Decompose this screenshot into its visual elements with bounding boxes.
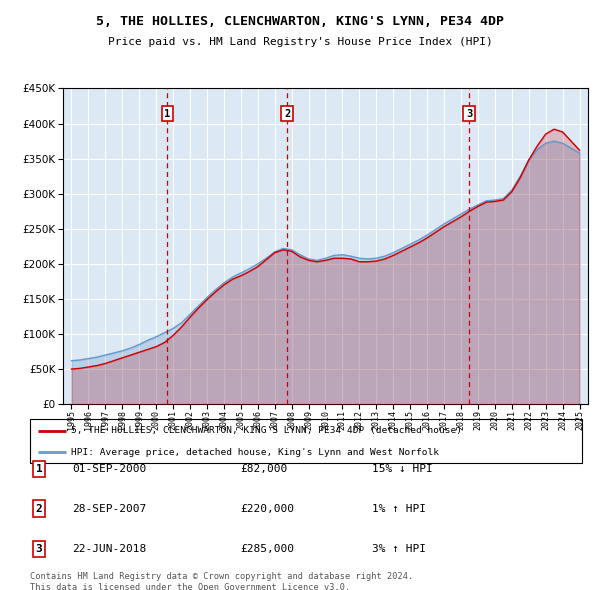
Text: 3: 3 bbox=[466, 109, 472, 119]
Text: 5, THE HOLLIES, CLENCHWARTON, KING'S LYNN, PE34 4DP: 5, THE HOLLIES, CLENCHWARTON, KING'S LYN… bbox=[96, 15, 504, 28]
Text: 01-SEP-2000: 01-SEP-2000 bbox=[72, 464, 146, 474]
Text: 1% ↑ HPI: 1% ↑ HPI bbox=[372, 504, 426, 513]
Text: £285,000: £285,000 bbox=[240, 544, 294, 553]
Text: 1: 1 bbox=[164, 109, 170, 119]
Text: 28-SEP-2007: 28-SEP-2007 bbox=[72, 504, 146, 513]
Text: Price paid vs. HM Land Registry's House Price Index (HPI): Price paid vs. HM Land Registry's House … bbox=[107, 37, 493, 47]
Text: 3: 3 bbox=[35, 544, 43, 553]
Text: HPI: Average price, detached house, King's Lynn and West Norfolk: HPI: Average price, detached house, King… bbox=[71, 448, 439, 457]
Text: This data is licensed under the Open Government Licence v3.0.: This data is licensed under the Open Gov… bbox=[30, 583, 350, 590]
Text: 2: 2 bbox=[284, 109, 290, 119]
Text: 22-JUN-2018: 22-JUN-2018 bbox=[72, 544, 146, 553]
Text: £220,000: £220,000 bbox=[240, 504, 294, 513]
Text: £82,000: £82,000 bbox=[240, 464, 287, 474]
Text: 15% ↓ HPI: 15% ↓ HPI bbox=[372, 464, 433, 474]
Text: Contains HM Land Registry data © Crown copyright and database right 2024.: Contains HM Land Registry data © Crown c… bbox=[30, 572, 413, 581]
Text: 5, THE HOLLIES, CLENCHWARTON, KING'S LYNN, PE34 4DP (detached house): 5, THE HOLLIES, CLENCHWARTON, KING'S LYN… bbox=[71, 427, 463, 435]
Text: 3% ↑ HPI: 3% ↑ HPI bbox=[372, 544, 426, 553]
Text: 2: 2 bbox=[35, 504, 43, 513]
Text: 1: 1 bbox=[35, 464, 43, 474]
